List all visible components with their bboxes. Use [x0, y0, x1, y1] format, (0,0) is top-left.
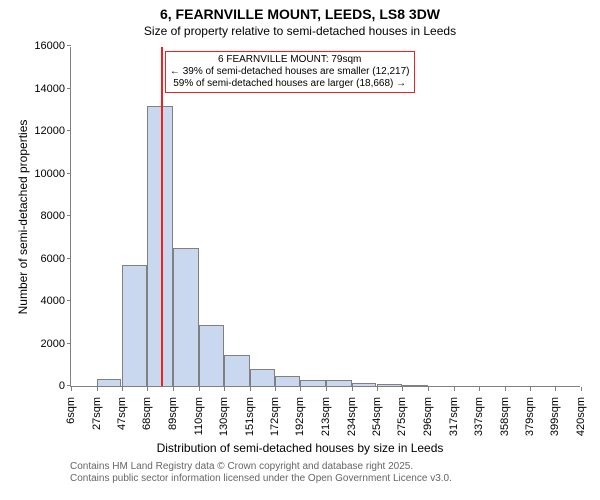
x-tick-mark	[173, 387, 174, 391]
x-tick-label: 172sqm	[269, 393, 281, 436]
y-tick-mark	[67, 45, 71, 46]
y-tick-label: 16000	[34, 40, 71, 52]
x-tick-label: 317sqm	[448, 393, 460, 436]
x-tick-label: 192sqm	[294, 393, 306, 436]
x-tick-label: 254sqm	[371, 393, 383, 436]
y-tick-label: 8000	[41, 210, 71, 222]
y-tick-mark	[67, 130, 71, 131]
credits-text: Contains HM Land Registry data © Crown c…	[70, 461, 600, 485]
histogram-bar	[97, 379, 122, 386]
y-tick-mark	[67, 173, 71, 174]
property-marker-line	[161, 47, 163, 386]
histogram-bar	[377, 384, 403, 386]
x-tick-label: 27sqm	[91, 393, 103, 430]
histogram-bar	[122, 265, 148, 386]
chart-subtitle: Size of property relative to semi-detach…	[0, 24, 600, 38]
x-tick-mark	[122, 387, 123, 391]
x-tick-mark	[326, 387, 327, 391]
histogram-bar	[199, 325, 224, 386]
histogram-bar	[275, 376, 300, 386]
x-tick-mark	[479, 387, 480, 391]
x-tick-mark	[428, 387, 429, 391]
x-tick-mark	[377, 387, 378, 391]
y-axis-label: Number of semi-detached properties	[16, 47, 30, 387]
y-tick-mark	[67, 258, 71, 259]
x-tick-label: 399sqm	[549, 393, 561, 436]
x-tick-label: 337sqm	[473, 393, 485, 436]
x-tick-mark	[530, 387, 531, 391]
x-tick-mark	[97, 387, 98, 391]
y-tick-mark	[67, 343, 71, 344]
annotation-box: 6 FEARNVILLE MOUNT: 79sqm← 39% of semi-d…	[165, 51, 415, 93]
x-tick-label: 275sqm	[396, 393, 408, 436]
x-tick-mark	[199, 387, 200, 391]
y-tick-label: 0	[59, 380, 71, 392]
annotation-line: ← 39% of semi-detached houses are smalle…	[170, 66, 410, 78]
chart-title: 6, FEARNVILLE MOUNT, LEEDS, LS8 3DW	[0, 6, 600, 22]
histogram-bar	[352, 383, 377, 386]
y-tick-mark	[67, 215, 71, 216]
x-tick-label: 89sqm	[167, 393, 179, 430]
x-tick-label: 234sqm	[346, 393, 358, 436]
x-tick-mark	[352, 387, 353, 391]
y-tick-label: 4000	[41, 295, 71, 307]
y-tick-mark	[67, 300, 71, 301]
x-tick-mark	[147, 387, 148, 391]
credits-line: Contains HM Land Registry data © Crown c…	[70, 461, 600, 473]
x-tick-label: 296sqm	[422, 393, 434, 436]
credits-line: Contains public sector information licen…	[70, 473, 600, 485]
y-tick-label: 2000	[41, 338, 71, 350]
x-tick-label: 151sqm	[244, 393, 256, 436]
annotation-line: 6 FEARNVILLE MOUNT: 79sqm	[170, 54, 410, 66]
x-tick-label: 47sqm	[116, 393, 128, 430]
x-tick-mark	[581, 387, 582, 391]
x-tick-label: 110sqm	[193, 393, 205, 435]
y-tick-mark	[67, 88, 71, 89]
y-tick-label: 6000	[41, 253, 71, 265]
histogram-bar	[300, 380, 326, 386]
x-tick-mark	[250, 387, 251, 391]
histogram-bar	[402, 385, 428, 386]
x-tick-mark	[300, 387, 301, 391]
x-tick-label: 213sqm	[320, 393, 332, 436]
histogram-bar	[326, 380, 352, 386]
y-tick-label: 10000	[34, 168, 71, 180]
x-tick-mark	[224, 387, 225, 391]
plot-area: 02000400060008000100001200014000160006sq…	[70, 47, 580, 387]
x-tick-mark	[71, 387, 72, 391]
x-tick-label: 6sqm	[65, 393, 77, 424]
x-tick-mark	[454, 387, 455, 391]
x-tick-label: 68sqm	[141, 393, 153, 430]
x-tick-mark	[555, 387, 556, 391]
x-tick-mark	[275, 387, 276, 391]
x-tick-mark	[402, 387, 403, 391]
histogram-bar	[173, 248, 199, 386]
y-tick-label: 12000	[34, 125, 71, 137]
x-tick-label: 358sqm	[499, 393, 511, 436]
x-tick-label: 379sqm	[524, 393, 536, 436]
x-tick-mark	[505, 387, 506, 391]
x-axis-label: Distribution of semi-detached houses by …	[0, 441, 600, 455]
x-tick-label: 130sqm	[218, 393, 230, 436]
histogram-bar	[224, 355, 250, 386]
y-tick-mark	[67, 385, 71, 386]
annotation-line: 59% of semi-detached houses are larger (…	[170, 78, 410, 90]
histogram-bar	[250, 369, 276, 386]
x-tick-label: 420sqm	[575, 393, 587, 436]
y-tick-label: 14000	[34, 83, 71, 95]
